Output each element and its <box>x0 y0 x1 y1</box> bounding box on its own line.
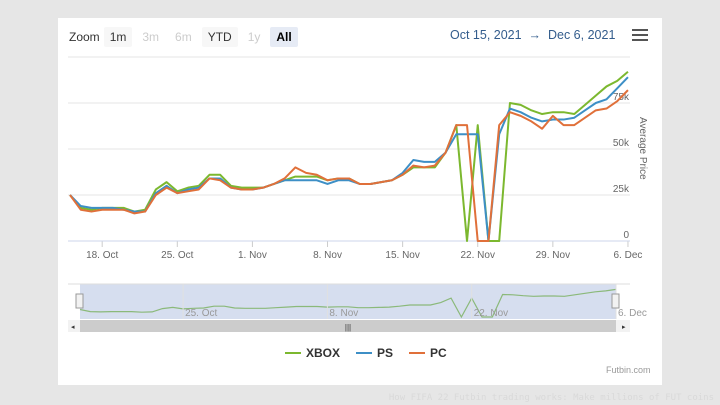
scrollbar-thumb[interactable] <box>80 320 616 332</box>
y-tick-label: 50k <box>613 138 630 149</box>
series-line-ps <box>69 76 629 242</box>
navigator-tick-label: 22. Nov <box>474 308 508 319</box>
range-from-input[interactable]: Oct 15, 2021 <box>450 28 522 42</box>
credit-link[interactable]: Futbin.com <box>606 365 651 375</box>
zoom-3m-button[interactable]: 3m <box>142 30 160 44</box>
x-tick-label: 22. Nov <box>461 250 495 261</box>
series-line-xbox <box>69 70 629 242</box>
legend-item-ps[interactable]: PS <box>356 346 393 360</box>
zoom-1y-button[interactable]: 1y <box>247 30 261 44</box>
x-tick-label: 8. Nov <box>313 250 342 261</box>
range-to-input[interactable]: Dec 6, 2021 <box>547 28 616 42</box>
zoom-1m-button[interactable]: 1m <box>103 27 133 47</box>
navigator-tick-label: 25. Oct <box>185 308 217 319</box>
hamburger-menu-icon[interactable] <box>632 29 648 44</box>
x-tick-label: 25. Oct <box>161 250 193 261</box>
x-tick-label: 15. Nov <box>385 250 419 261</box>
navigator-tick-label: 6. Dec <box>618 308 647 319</box>
navigator-series <box>79 288 617 319</box>
watermark: How FIFA 22 Futbin trading works: Make m… <box>388 393 714 403</box>
zoom-all-button[interactable]: All <box>270 27 298 47</box>
navigator-mask <box>80 284 616 319</box>
y-axis-title: Average Price <box>637 117 648 180</box>
scroll-right-arrow-icon[interactable]: ▸ <box>622 324 626 331</box>
legend-item-pc[interactable]: PC <box>409 346 447 360</box>
legend-item-xbox[interactable]: XBOX <box>285 346 340 360</box>
navigator-tick-label: 8. Nov <box>329 308 358 319</box>
zoom-label: Zoom <box>69 30 100 44</box>
scrollbar-grip-icon: ||| <box>345 323 351 332</box>
x-tick-label: 18. Oct <box>86 250 118 261</box>
x-tick-label: 1. Nov <box>238 250 267 261</box>
scroll-left-arrow-icon[interactable]: ◂ <box>71 324 75 331</box>
navigator-handle-left[interactable] <box>75 293 84 309</box>
zoom-6m-button[interactable]: 6m <box>175 30 192 44</box>
series-line-pc <box>69 89 629 242</box>
y-tick-label: 25k <box>613 184 630 195</box>
x-tick-label: 6. Dec <box>614 250 643 261</box>
navigator-handle-right[interactable] <box>611 293 620 309</box>
range-arrow: → <box>528 28 542 42</box>
x-tick-label: 29. Nov <box>536 250 570 261</box>
zoom-ytd-button[interactable]: YTD <box>201 27 238 47</box>
y-tick-label: 0 <box>623 230 629 241</box>
zoom-selector: Zoom 1m 3m 6m YTD 1y All <box>69 27 298 47</box>
date-range: Oct 15, 2021 → Dec 6, 2021 <box>450 28 615 42</box>
legend: XBOX PS PC <box>285 346 447 360</box>
